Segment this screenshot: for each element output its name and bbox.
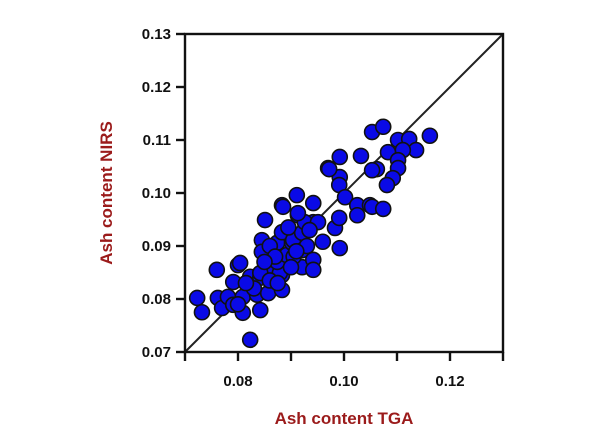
data-point — [363, 161, 381, 179]
data-point — [229, 295, 247, 313]
y-tick-label: 0.13 — [142, 26, 171, 43]
data-point — [288, 186, 306, 204]
data-point — [231, 254, 249, 272]
data-point — [280, 219, 297, 236]
data-point — [287, 243, 305, 260]
plot-area — [184, 33, 504, 353]
data-point — [320, 160, 338, 178]
y-tick-label: 0.10 — [142, 185, 171, 202]
data-point — [348, 206, 366, 224]
y-tick-label: 0.12 — [142, 79, 171, 96]
data-point — [304, 194, 322, 212]
x-tick-label: 0.12 — [435, 373, 464, 390]
data-point — [237, 274, 255, 292]
y-tick-label: 0.09 — [142, 238, 171, 255]
data-point — [289, 204, 307, 222]
data-point — [274, 198, 292, 216]
y-tick-label: 0.08 — [142, 291, 171, 308]
data-point — [421, 127, 439, 145]
x-tick-label: 0.08 — [223, 373, 252, 390]
data-point — [314, 233, 332, 251]
data-point — [374, 200, 392, 218]
data-point — [256, 211, 274, 229]
data-point — [301, 221, 318, 239]
data-point — [304, 261, 322, 279]
data-point — [352, 147, 370, 165]
data-point — [269, 274, 287, 292]
y-axis-title: Ash content NIRS — [97, 121, 116, 265]
axes: 0.08 0.10 0.12 0.07 0.08 0.09 0.10 0.11 0.12 0.13 — [142, 26, 505, 390]
y-tick-label: 0.07 — [142, 344, 171, 361]
data-point — [208, 261, 226, 279]
data-point — [336, 188, 354, 206]
data-point — [331, 148, 349, 166]
y-tick-label: 0.11 — [143, 132, 171, 149]
data-point — [282, 258, 300, 276]
data-point — [378, 176, 396, 194]
data-point — [251, 301, 269, 319]
data-point — [330, 209, 348, 227]
data-point — [241, 331, 259, 349]
data-point — [193, 303, 211, 321]
data-point — [374, 118, 392, 136]
x-axis-title: Ash content TGA — [275, 409, 414, 428]
data-point — [331, 239, 349, 257]
x-tick-label: 0.10 — [329, 373, 358, 390]
data-point — [256, 253, 273, 271]
data-point — [188, 289, 206, 307]
